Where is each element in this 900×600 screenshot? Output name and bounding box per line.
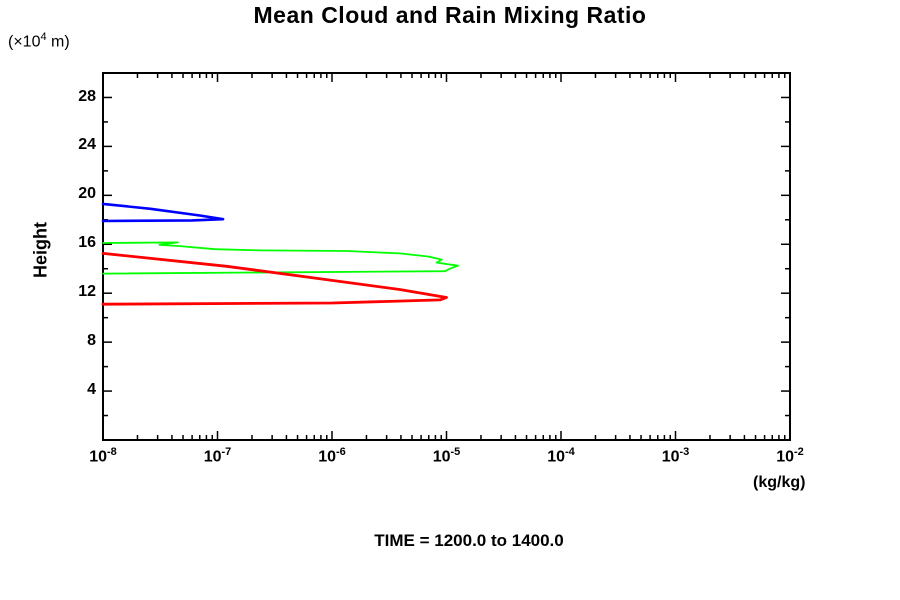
y-axis-tick-label: 8 [87,332,96,350]
x-axis-unit-label: (kg/kg) [753,474,806,491]
series-red-curve [101,251,448,306]
x-axis-tick-label: 10-2 [776,446,804,466]
x-axis-tick-label: 10-5 [432,446,461,466]
time-range-caption: TIME = 1200.0 to 1400.0 [374,531,564,550]
y-axis-unit-label: (×104 m) [8,31,70,51]
y-axis-tick-label: 28 [78,87,96,105]
y-axis-tick-label: 4 [87,381,96,399]
x-axis-tick-label: 10-6 [318,446,346,466]
y-axis-tick-label: 16 [78,234,96,252]
y-axis-tick-label: 24 [78,136,96,154]
plot-border [102,72,791,441]
y-axis-tick-label: 12 [78,283,96,301]
x-axis-tick-label: 10-7 [203,446,232,466]
x-axis-tick-label: 10-4 [547,446,575,466]
chart-title: Mean Cloud and Rain Mixing Ratio [253,2,647,28]
x-axis-tick-label: 10-8 [89,446,117,466]
series-blue-curve [101,202,225,223]
series-green-curve [102,241,459,275]
x-axis-tick-label: 10-3 [661,446,690,466]
y-axis-tick-label: 20 [78,185,96,203]
